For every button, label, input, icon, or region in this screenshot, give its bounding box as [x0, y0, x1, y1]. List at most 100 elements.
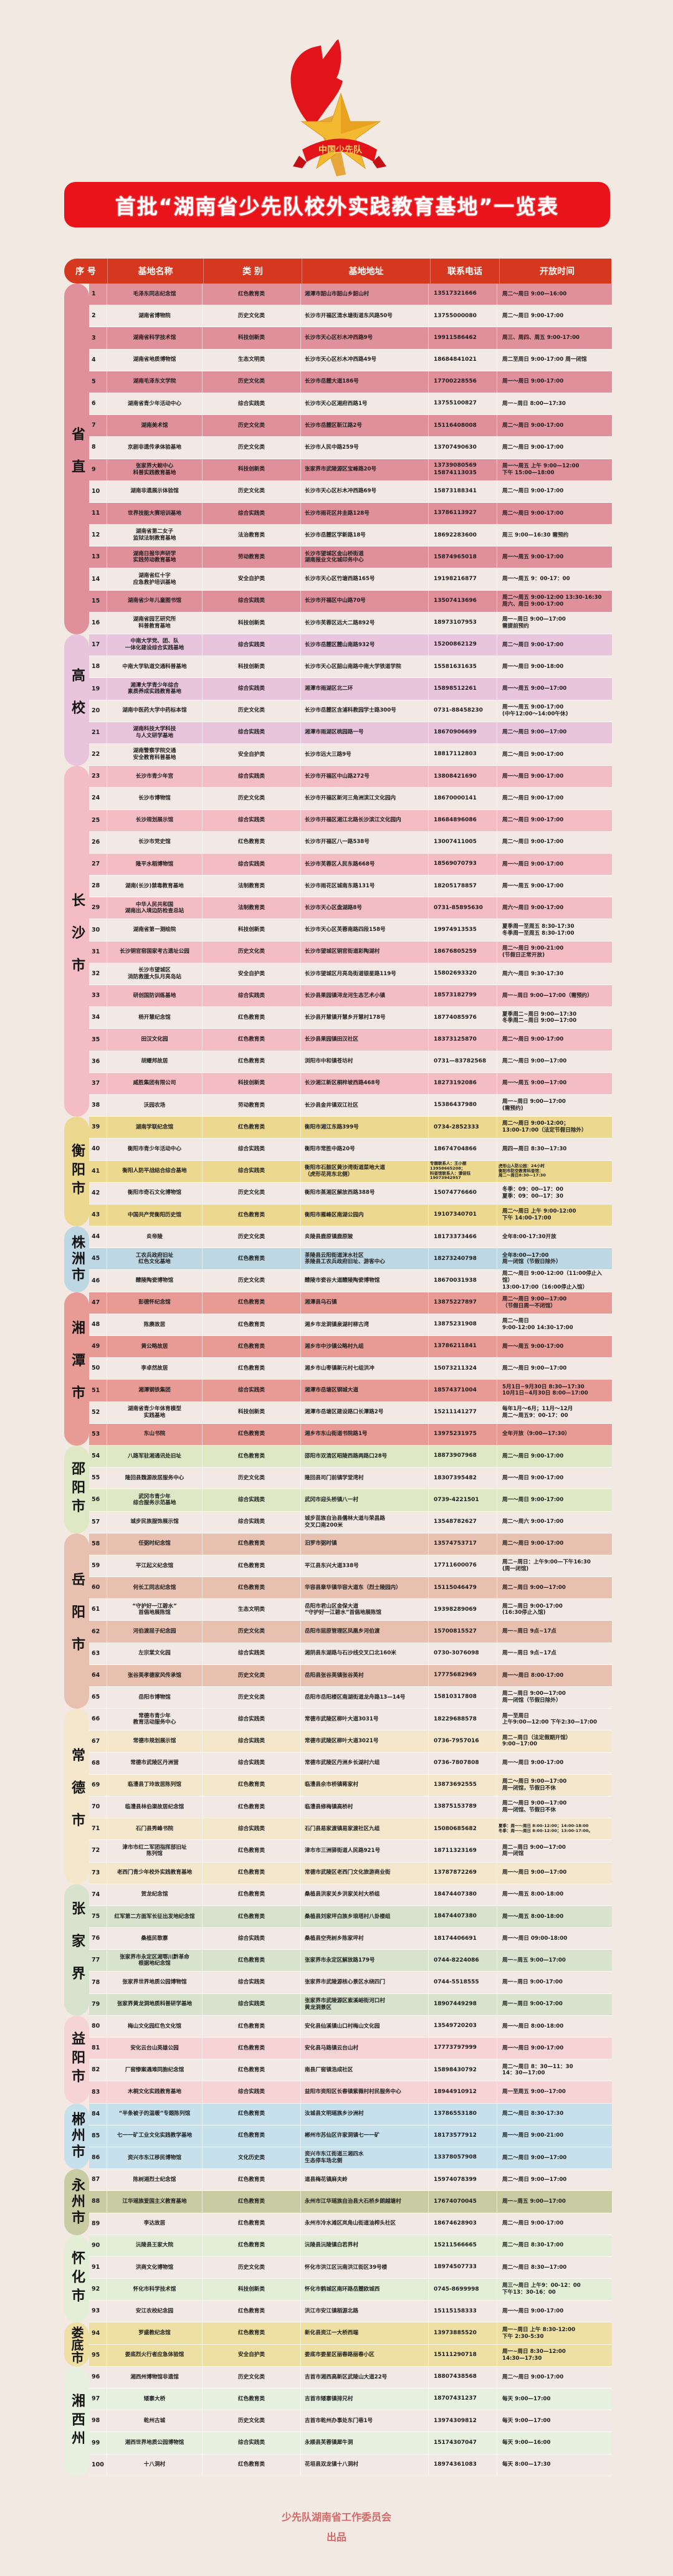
region-label: 高校 — [64, 634, 89, 766]
region-label-text: 常德市 — [69, 1747, 85, 1845]
opening-hours: 周一~周五 9:00—17:00 — [502, 1957, 566, 1963]
base-address: 长沙县开慧镇开慧乡开慧村178号 — [301, 1007, 429, 1029]
table-row: 87 陈树湘烈士纪念馆 红色教育类 道县梅花镇麻夫岭 15974078399 周二～周日 … — [89, 2169, 612, 2192]
row-number: 100 — [89, 2454, 107, 2476]
row-number: 89 — [89, 2213, 107, 2235]
base-name: 威胜集团有限公司 — [107, 1072, 203, 1094]
base-category: 红色教育类 — [203, 2301, 301, 2322]
base-category: 红色教育类 — [203, 1840, 301, 1862]
row-number: 20 — [89, 700, 107, 722]
opening-hours: 周二～周日 9:00-17:00 — [502, 444, 564, 451]
contact-phone: 15073211324 — [429, 1358, 497, 1380]
base-address: 长沙市雨花区城南东路131号 — [301, 875, 429, 897]
row-number: 46 — [89, 1270, 107, 1292]
table-row: 3 湖南省科学技术馆 科技创新类 长沙市天心区杉木冲西路9号 19911586462 周三… — [89, 327, 612, 350]
table-row: 55 隆回县魏源故居服务中心 历史文化类 隆回县司门前镇学堂湾村 18307395482… — [89, 1467, 612, 1490]
base-name: 任弼时纪念馆 — [107, 1533, 203, 1555]
row-number: 94 — [89, 2322, 107, 2344]
base-name: 湘潭钢铁集团 — [107, 1380, 203, 1401]
table-row: 56 武冈市青少年 综合服务示范基地 综合实践类 武冈市迎头桥镇八一村 0739-422… — [89, 1489, 612, 1512]
base-category: 红色教育类 — [203, 1292, 301, 1314]
base-name: 洪商文化博物馆 — [107, 2256, 203, 2279]
contact-phone: 0745-8699998 — [429, 2279, 497, 2301]
row-number: 77 — [89, 1950, 107, 1972]
base-name: 左宗棠文化园 — [107, 1643, 203, 1664]
base-address: 洪江市安江镇稻源北路 — [301, 2301, 429, 2322]
row-number: 51 — [89, 1380, 107, 1401]
base-name: 张家界黄龙洞地质科普研学基地 — [107, 1993, 203, 2015]
opening-hours: 周一~周日 9:00-17:00 — [502, 2001, 563, 2008]
table-row: 50 李卓然故居 红色教育类 湘乡市山枣镇新元村七组洪冲 15073211324 周二～周… — [89, 1358, 612, 1380]
table-row: 60 何长工同志纪念馆 红色教育类 华容县章华镇华容大道东（烈士陵园内） 1511504… — [89, 1577, 612, 1600]
table-row: 41 衡阳人防平战结合综合基地 综合实践类 衡阳市石鼓区黄沙湾街道菜地大道 （虎形花苑… — [89, 1160, 612, 1183]
base-name: 长沙铜官窑国家考古遗址公园 — [107, 941, 203, 963]
contact-phone: 19107340701 — [429, 1204, 497, 1226]
contact-phone: 17773797999 — [429, 2038, 497, 2059]
region-label-text: 张家界 — [69, 1901, 85, 1999]
base-category: 生态文明类 — [203, 1599, 301, 1621]
base-address: 衡阳市湘江东路399号 — [301, 1117, 429, 1138]
row-number: 41 — [89, 1160, 107, 1182]
region-label-text: 省直 — [69, 426, 85, 492]
row-number: 74 — [89, 1884, 107, 1906]
base-category: 科技创新类 — [203, 459, 301, 480]
opening-hours: 周一至周日 上午9:00—12:00 下午2:30—17:00 — [502, 1712, 598, 1726]
table-row: 78 张家界世界地质公园博物馆 综合实践类 张家界市武陵源核心景区水绕四门 0744-5… — [89, 1972, 612, 1994]
opening-hours: 周二～周日 9:00—16:00 — [502, 290, 567, 297]
row-number: 67 — [89, 1730, 107, 1752]
contact-phone: 13786553180 — [429, 2103, 497, 2125]
base-category: 安全自护类 — [203, 743, 301, 766]
opening-hours: 周一～周日 9:00-17:00 — [502, 1474, 564, 1481]
base-name: 炎帝陵 — [107, 1226, 203, 1248]
opening-hours: 周六～周日 9:00-17:00 — [502, 904, 564, 911]
table-row: 62 河伯渡屈子纪念园 历史文化类 岳阳市屈原管理区凤凰乡河伯渡 15700815527… — [89, 1621, 612, 1643]
base-address: 岳阳市君山区金保大道 “守护好一江碧水”首倡地展陈馆 — [301, 1599, 429, 1621]
table-row: 38 沃园农场 劳动教育类 长沙县金井镇双江社区 15386437980 周一~周日 9:… — [89, 1094, 612, 1117]
contact-phone: 13973885520 — [429, 2322, 497, 2344]
opening-hours: 周一～周五 9:00-17:00 — [502, 882, 564, 889]
base-address: 汨罗市弼时镇 — [301, 1533, 429, 1555]
row-number: 91 — [89, 2256, 107, 2279]
base-name: 长沙市望城区 消防救援大队月亮岛站 — [107, 963, 203, 985]
base-name: 何长工同志纪念馆 — [107, 1577, 203, 1599]
base-category: 安全自护类 — [203, 2344, 301, 2366]
contact-phone: 15174307047 — [429, 2432, 497, 2454]
base-name: 长沙市青少年宫 — [107, 766, 203, 788]
opening-hours: 周一～周五 9:00—17:00 — [502, 685, 567, 692]
base-address: 长沙市岳麓区靳江路2号 — [301, 415, 429, 437]
base-name: 木桐文化实践教育基地 — [107, 2081, 203, 2103]
base-category: 综合实践类 — [203, 722, 301, 743]
table-row: 2 湖南省博物院 历史文化类 长沙市开福区清水塘街道东风路50号 13755000080… — [89, 305, 612, 328]
base-address: 沅陵县沅陵镇白若界村 — [301, 2235, 429, 2256]
contact-phone: 18711323169 — [429, 1840, 497, 1862]
row-number: 81 — [89, 2038, 107, 2059]
base-address: 邵阳市双清区昭陵西路两路口28号 — [301, 1445, 429, 1467]
row-number: 55 — [89, 1467, 107, 1489]
base-category: 科技创新类 — [203, 327, 301, 349]
base-name: 长沙市党史馆 — [107, 831, 203, 853]
contact-phone: 18974507733 — [429, 2256, 497, 2279]
base-category: 生态文明类 — [203, 349, 301, 371]
row-number: 32 — [89, 963, 107, 985]
opening-hours: 周二~周日：上午9:00—下午16:30 (周一闭馆) — [502, 1559, 591, 1572]
contact-phone: 18474407380 — [429, 1906, 497, 1928]
base-name: 桑植民歌寨 — [107, 1928, 203, 1950]
base-name: 彭德怀纪念馆 — [107, 1292, 203, 1314]
base-category: 综合实践类 — [203, 1489, 301, 1511]
base-address: 城步苗族自治县儒林大道与荣昌路 交叉口南200米 — [301, 1511, 429, 1533]
row-number: 28 — [89, 875, 107, 897]
contact-phone: 15074776660 — [429, 1182, 497, 1204]
base-category: 历史文化类 — [203, 700, 301, 722]
opening-hours: 周一~周日 8:00—17:30 — [502, 400, 566, 407]
base-category: 红色教育类 — [203, 1204, 301, 1226]
base-address: 张家界市武陵源区宝峰路20号 — [301, 459, 429, 480]
opening-hours: 周一～周日 9:00-17:00 — [502, 378, 564, 385]
opening-hours: 每天 9:00—17:00 — [502, 2395, 551, 2402]
base-address: 长沙市芙蓉区远大二路892号 — [301, 612, 429, 634]
table-row: 13 湖南日报华声研学 实践劳动教育基地 劳动教育类 长沙市望城区金山桥街道 湖南报业… — [89, 546, 612, 569]
base-category: 红色教育类 — [203, 1950, 301, 1972]
base-category: 红色教育类 — [203, 1884, 301, 1906]
opening-hours: 周二～周日 9:00-12:00； 13:00-17:00（法定节假日除外） — [502, 1120, 587, 1134]
opening-hours: 周二～周日 9:00-17:00 — [502, 817, 564, 824]
opening-hours: 虎形山人防公园：24小时 衡阳市防空教育科普馆： 周二～周日8:30—17:30 — [499, 1163, 546, 1178]
